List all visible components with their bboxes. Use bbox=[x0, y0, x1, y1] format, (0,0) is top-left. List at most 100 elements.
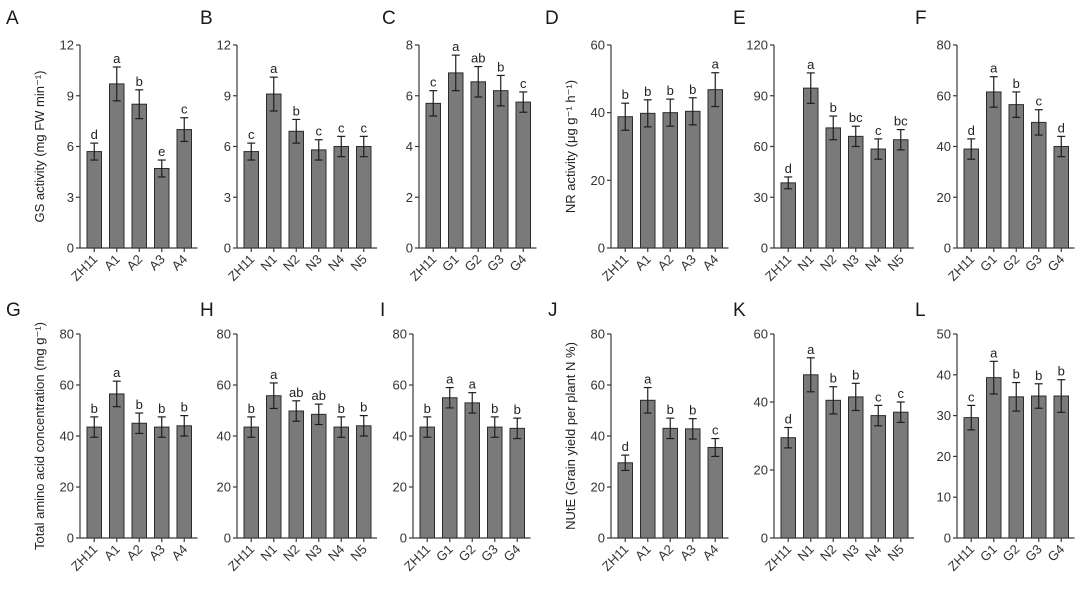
bar-g4 bbox=[509, 427, 525, 539]
x-tick-label: G4 bbox=[1045, 252, 1068, 275]
y-tick-label: 20 bbox=[937, 449, 951, 464]
bar-zh11 bbox=[86, 151, 102, 249]
x-tick-label: G3 bbox=[1022, 252, 1045, 275]
bar-a3 bbox=[685, 428, 701, 539]
panel-letter: B bbox=[200, 8, 213, 29]
x-tick-label: N2 bbox=[280, 542, 302, 564]
x-tick-label: G4 bbox=[501, 542, 524, 565]
x-tick-label: G1 bbox=[977, 542, 1000, 565]
bar-zh11 bbox=[419, 426, 435, 539]
panel-e: E 0 30 60 90 120 d ZH11 a N1 b N2 bc N3 c N4 bc N5 bbox=[733, 8, 914, 284]
panel-letter: F bbox=[915, 8, 927, 29]
panel-letter: E bbox=[733, 8, 746, 29]
bar-n2 bbox=[825, 127, 841, 249]
y-tick-label: 60 bbox=[754, 139, 768, 154]
x-tick-label: G4 bbox=[507, 252, 530, 275]
y-tick-label: 20 bbox=[217, 480, 231, 495]
significance-label: b bbox=[497, 59, 504, 74]
x-tick-label: ZH11 bbox=[225, 542, 257, 574]
significance-label: bc bbox=[849, 110, 863, 125]
x-tick-label: G2 bbox=[1000, 542, 1023, 565]
bar-a3 bbox=[154, 426, 170, 539]
x-tick-label: A3 bbox=[677, 252, 699, 274]
panel-i: I 0 20 40 60 80 b ZH11 a G1 a G2 b G3 b G4 bbox=[380, 300, 531, 574]
significance-label: b bbox=[181, 400, 188, 415]
bar-n5 bbox=[893, 411, 909, 539]
bar-zh11 bbox=[243, 426, 259, 539]
x-tick-label: A3 bbox=[146, 252, 168, 274]
bar-n3 bbox=[311, 149, 327, 249]
significance-label: b bbox=[1013, 367, 1020, 382]
bar-g4 bbox=[1053, 395, 1069, 539]
y-tick-label: 0 bbox=[598, 531, 605, 546]
bar-zh11 bbox=[617, 462, 633, 539]
x-tick-label: ZH11 bbox=[762, 542, 794, 574]
significance-label: b bbox=[1058, 364, 1065, 379]
y-tick-label: 0 bbox=[406, 241, 413, 256]
bar-a1 bbox=[640, 112, 656, 249]
x-tick-label: G3 bbox=[1022, 542, 1045, 565]
significance-label: a bbox=[990, 345, 998, 360]
x-tick-label: N3 bbox=[840, 252, 862, 274]
x-tick-label: G3 bbox=[478, 542, 501, 565]
bar-n4 bbox=[870, 148, 886, 249]
y-tick-label: 9 bbox=[224, 88, 231, 103]
bar-n4 bbox=[333, 146, 349, 249]
x-tick-label: G1 bbox=[433, 542, 456, 565]
bar-n1 bbox=[266, 93, 282, 249]
bar-g2 bbox=[470, 81, 486, 249]
y-tick-label: 60 bbox=[754, 327, 768, 342]
y-tick-label: 50 bbox=[937, 327, 951, 342]
bar-g1 bbox=[986, 377, 1002, 539]
y-tick-label: 80 bbox=[591, 327, 605, 342]
y-tick-label: 60 bbox=[591, 378, 605, 393]
significance-label: c bbox=[875, 123, 882, 138]
significance-label: d bbox=[91, 127, 98, 142]
bar-g2 bbox=[1008, 104, 1024, 249]
bar-g3 bbox=[487, 426, 503, 539]
y-axis-label: Total amino acid concentration (mg g⁻¹) bbox=[32, 322, 47, 550]
x-tick-label: ZH11 bbox=[407, 252, 439, 284]
x-tick-label: A2 bbox=[655, 252, 677, 274]
significance-label: c bbox=[430, 75, 437, 90]
significance-label: a bbox=[712, 57, 720, 72]
significance-label: b bbox=[136, 397, 143, 412]
y-tick-label: 80 bbox=[937, 38, 951, 53]
y-tick-label: 20 bbox=[393, 480, 407, 495]
y-tick-label: 80 bbox=[60, 327, 74, 342]
significance-label: c bbox=[898, 386, 905, 401]
y-tick-label: 0 bbox=[944, 241, 951, 256]
x-tick-label: ZH11 bbox=[945, 542, 977, 574]
y-tick-label: 0 bbox=[598, 241, 605, 256]
bar-n2 bbox=[288, 130, 304, 249]
y-tick-label: 40 bbox=[937, 367, 951, 382]
x-tick-label: A1 bbox=[632, 252, 654, 274]
significance-label: b bbox=[667, 83, 674, 98]
bar-a3 bbox=[685, 110, 701, 249]
x-tick-label: ZH11 bbox=[401, 542, 433, 574]
bar-zh11 bbox=[243, 151, 259, 249]
panel-letter: D bbox=[545, 8, 559, 29]
x-tick-label: G4 bbox=[1045, 542, 1068, 565]
bar-n3 bbox=[848, 135, 864, 249]
x-tick-label: N3 bbox=[303, 252, 325, 274]
panel-b: B 0 3 6 9 12 c ZH11 a N1 b N2 c N3 c N4 c N5 bbox=[200, 8, 377, 284]
significance-label: b bbox=[830, 100, 837, 115]
bar-n5 bbox=[356, 146, 372, 249]
significance-label: d bbox=[1058, 120, 1065, 135]
x-tick-label: N4 bbox=[325, 542, 347, 564]
y-tick-label: 0 bbox=[400, 531, 407, 546]
significance-label: c bbox=[248, 127, 255, 142]
bar-zh11 bbox=[780, 437, 796, 539]
bar-zh11 bbox=[963, 417, 979, 539]
significance-label: a bbox=[469, 377, 477, 392]
bar-a3 bbox=[154, 167, 170, 249]
y-tick-label: 80 bbox=[217, 327, 231, 342]
x-tick-label: A1 bbox=[101, 252, 123, 274]
panel-letter: I bbox=[380, 300, 385, 321]
bar-zh11 bbox=[617, 116, 633, 249]
significance-label: a bbox=[990, 61, 998, 76]
significance-label: b bbox=[1013, 76, 1020, 91]
bar-zh11 bbox=[963, 148, 979, 249]
bar-n2 bbox=[288, 410, 304, 539]
